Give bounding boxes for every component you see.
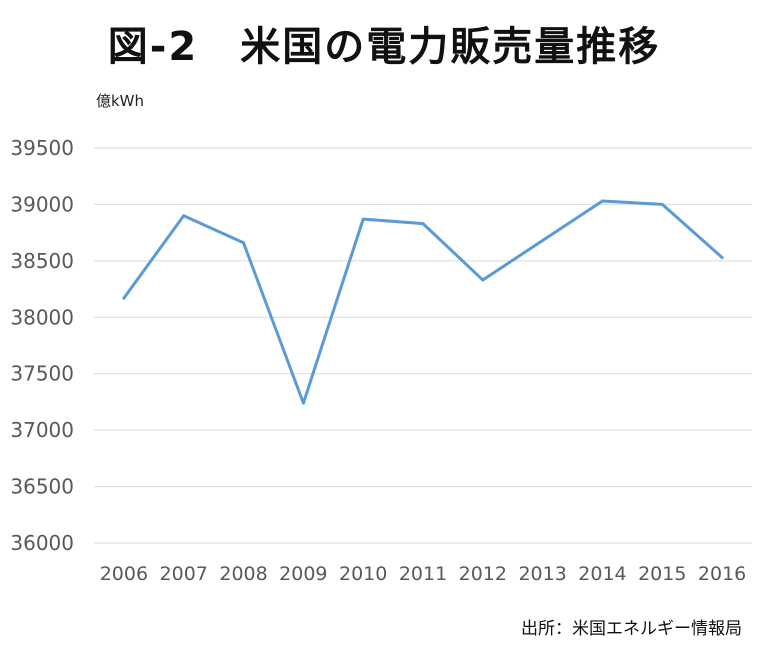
x-tick-label: 2006 [100,563,148,585]
series-line [122,199,724,405]
y-axis-ticks: 36000 36500 37000 37500 38000 38500 39000 39500 [10,136,74,555]
y-tick-label: 36500 [10,475,74,499]
source-note: 出所：米国エネルギー情報局 [521,619,742,639]
data-point [242,241,246,245]
y-tick-label: 36000 [10,531,74,555]
x-tick-label: 2016 [698,563,746,585]
data-point [720,255,724,259]
y-tick-label: 37000 [10,418,74,442]
data-point [421,222,425,226]
data-point [182,214,186,218]
x-axis-ticks: 2006 2007 2008 2009 2010 2011 2012 2013 2014 2015… [100,563,747,585]
data-point [301,401,305,405]
chart-title: 図-2 米国の電力販売量推移 [107,24,661,70]
x-tick-label: 2012 [459,563,507,585]
data-point [361,217,365,221]
x-tick-label: 2009 [279,563,327,585]
y-axis-unit-label: 億kWh [96,92,145,110]
gridlines [94,147,752,544]
data-point [660,202,664,206]
x-tick-label: 2011 [399,563,447,585]
data-point [481,278,485,282]
x-tick-label: 2010 [339,563,387,585]
x-tick-label: 2007 [160,563,208,585]
x-tick-label: 2015 [638,563,686,585]
data-point [600,199,604,203]
y-tick-label: 38500 [10,249,74,273]
y-tick-label: 39000 [10,192,74,216]
y-tick-label: 39500 [10,136,74,160]
y-tick-label: 37500 [10,362,74,386]
x-tick-label: 2014 [578,563,626,585]
x-tick-label: 2013 [518,563,566,585]
x-tick-label: 2008 [219,563,267,585]
data-point [122,296,126,300]
series-lines [122,199,724,405]
y-tick-label: 38000 [10,305,74,329]
data-point [541,239,545,243]
